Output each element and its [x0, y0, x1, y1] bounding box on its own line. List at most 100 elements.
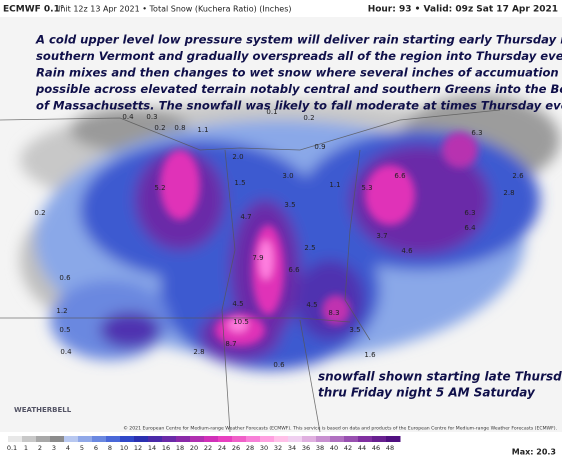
map-value: 2.6: [512, 172, 524, 180]
colorbar-swatch: [288, 436, 303, 442]
valid-time: Hour: 93 • Valid: 09z Sat 17 Apr 2021: [368, 5, 558, 15]
map-value: 3.0: [282, 172, 293, 180]
map: [0, 17, 562, 432]
colorbar-swatch: [78, 436, 93, 442]
colorbar-label: 30: [260, 444, 268, 452]
colorbar-label: 20: [190, 444, 198, 452]
colorbar-label: 0.1: [7, 444, 17, 452]
map-value: 1.6: [364, 351, 376, 359]
colorbar-label: 5: [80, 444, 84, 452]
colorbar-label: 38: [316, 444, 324, 452]
annotation-line: Rain mixes and then changes to wet snow …: [36, 66, 562, 80]
map-value: 0.1: [266, 108, 277, 116]
colorbar-label: 42: [344, 444, 352, 452]
colorbar-swatch: [302, 436, 317, 442]
colorbar-label: 32: [274, 444, 282, 452]
map-value: 8.3: [328, 309, 339, 317]
colorbar-label: 22: [204, 444, 212, 452]
colorbar-swatch: [162, 436, 177, 442]
map-value: 0.2: [34, 209, 45, 217]
annotation-line: A cold upper level low pressure system w…: [35, 33, 562, 47]
map-value: 6.6: [288, 266, 300, 274]
footnote-line: snowfall shown starting late Thursday: [318, 370, 562, 384]
colorbar-label: 10: [120, 444, 128, 452]
annotation-line: of Massachusetts. The snowfall was likel…: [36, 99, 562, 113]
colorbar-swatch: [372, 436, 387, 442]
map-value: 4.6: [401, 247, 413, 255]
colorbar-swatch: [50, 436, 65, 442]
map-value: 0.3: [146, 113, 157, 121]
colorbar-label: 16: [162, 444, 170, 452]
map-value: 6.4: [464, 224, 476, 232]
colorbar-label: 6: [94, 444, 98, 452]
colorbar-label: 2: [38, 444, 42, 452]
colorbar-label: 34: [288, 444, 296, 452]
map-labels: 0.4 0.3 0.2 0.8 1.1 0.1 0.2 0.9 2.0 3.0 1.1 6.6 6.3 5…: [34, 108, 524, 369]
colorbar-label: 24: [218, 444, 226, 452]
colorbar-label: 36: [302, 444, 310, 452]
map-value: 4.5: [232, 300, 243, 308]
map-value: 1.2: [56, 307, 67, 315]
map-value: 2.8: [193, 348, 204, 356]
map-value: 7.9: [252, 254, 263, 262]
colorbar-swatch: [316, 436, 331, 442]
map-value: 3.5: [349, 326, 360, 334]
colorbar-swatch: [246, 436, 261, 442]
map-value: 0.6: [273, 361, 285, 369]
map-value: 4.7: [240, 213, 251, 221]
colorbar-swatch: [92, 436, 107, 442]
copyright: © 2021 European Centre for Medium-range …: [123, 425, 557, 432]
map-value: 3.7: [376, 232, 387, 240]
model-name: ECMWF 0.1°: [3, 5, 64, 15]
map-value: 0.5: [59, 326, 70, 334]
map-value: 0.2: [303, 114, 314, 122]
colorbar-swatch: [204, 436, 219, 442]
map-value: 5.2: [154, 184, 165, 192]
annotation-line: possible across elevated terrain notably…: [35, 82, 562, 96]
colorbar-label: 1: [24, 444, 28, 452]
colorbar-label: 26: [232, 444, 240, 452]
max-value: Max: 20.3: [512, 448, 556, 457]
map-value: 10.5: [233, 318, 249, 326]
map-value: 1.1: [197, 126, 208, 134]
map-value: 2.5: [304, 244, 315, 252]
colorbar: 0.1 1 2 3 4 5 6 8 10 12 14 16 18 20 22 24 26 28 30 32 34 36 38…: [7, 436, 401, 452]
footnote-line: thru Friday night 5 AM Saturday: [318, 386, 536, 400]
map-value: 6.3: [464, 209, 475, 217]
map-value: 0.9: [314, 143, 325, 151]
colorbar-label: 44: [358, 444, 366, 452]
colorbar-label: 12: [134, 444, 142, 452]
map-value: 1.1: [329, 181, 340, 189]
colorbar-label: 40: [330, 444, 338, 452]
colorbar-swatch: [64, 436, 79, 442]
colorbar-label: 3: [52, 444, 56, 452]
colorbar-swatch: [134, 436, 149, 442]
colorbar-label: 4: [66, 444, 70, 452]
colorbar-label: 8: [108, 444, 112, 452]
map-value: 0.4: [122, 113, 134, 121]
map-value: 8.7: [225, 340, 236, 348]
colorbar-swatch: [106, 436, 121, 442]
annotation-line: southern Vermont and gradually oversprea…: [36, 49, 562, 63]
run-info: Init 12z 13 Apr 2021 • Total Snow (Kuche…: [58, 5, 291, 14]
colorbar-label: 18: [176, 444, 184, 452]
map-value: 0.4: [60, 348, 72, 356]
colorbar-label: 14: [148, 444, 156, 452]
map-value: 1.5: [234, 179, 245, 187]
colorbar-label: 46: [372, 444, 380, 452]
map-value: 2.8: [503, 189, 514, 197]
colorbar-swatch: [274, 436, 289, 442]
colorbar-swatch: [120, 436, 135, 442]
colorbar-label: 48: [386, 444, 394, 452]
colorbar-label: 28: [246, 444, 254, 452]
map-value: 6.6: [394, 172, 406, 180]
logo: WEATHERBELL: [14, 406, 72, 414]
colorbar-swatch: [330, 436, 345, 442]
map-value: 2.0: [232, 153, 243, 161]
colorbar-swatch: [386, 436, 401, 442]
annotation: A cold upper level low pressure system w…: [35, 33, 562, 113]
map-value: 0.8: [174, 124, 185, 132]
map-value: 6.3: [471, 129, 482, 137]
